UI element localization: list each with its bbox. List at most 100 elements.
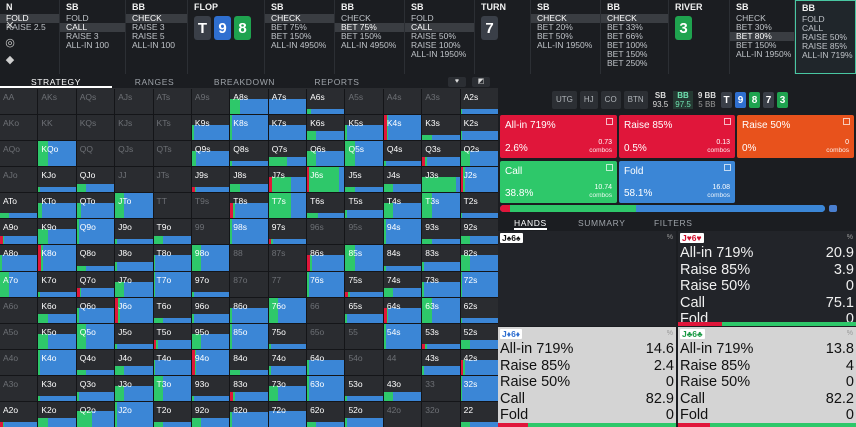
hand-cell-A4s[interactable]: A4s bbox=[383, 89, 422, 115]
hand-cell-Q4o[interactable]: Q4o bbox=[76, 349, 115, 375]
hand-cell-A5o[interactable]: A5o bbox=[0, 323, 38, 349]
action-box-fold[interactable]: Fold 58.1% 16.08 combos bbox=[619, 161, 735, 203]
hand-cell-K4s[interactable]: K4s bbox=[383, 115, 422, 141]
action-option[interactable]: CHECK bbox=[126, 14, 187, 23]
hand-cell-Q5o[interactable]: Q5o bbox=[76, 323, 115, 349]
action-box-all-in-719-[interactable]: All-in 719% 2.6% 0.73 combos bbox=[500, 115, 617, 158]
hand-cell-22[interactable]: 22 bbox=[460, 401, 498, 427]
hand-cell-A2o[interactable]: A2o bbox=[0, 401, 38, 427]
hand-cell-A2s[interactable]: A2s bbox=[460, 89, 498, 115]
action-option[interactable]: RAISE 85% bbox=[802, 41, 847, 51]
action-option[interactable]: CHECK bbox=[601, 14, 668, 23]
action-option[interactable]: RAISE 3 bbox=[132, 22, 165, 32]
hand-cell-52s[interactable]: 52s bbox=[460, 323, 498, 349]
hand-cell-QJo[interactable]: QJo bbox=[76, 167, 115, 193]
action-option[interactable]: ALL-IN 1950% bbox=[736, 49, 792, 59]
hand-cell-T9o[interactable]: T9o bbox=[153, 219, 191, 245]
action-option[interactable]: CHECK bbox=[531, 14, 600, 23]
hand-cell-K3o[interactable]: K3o bbox=[38, 375, 76, 401]
action-option[interactable]: BET 100% bbox=[607, 40, 648, 50]
hand-cell-87s[interactable]: 87s bbox=[268, 245, 307, 271]
hand-cell-AJo[interactable]: AJo bbox=[0, 167, 38, 193]
hand-cell-32o[interactable]: 32o bbox=[422, 401, 460, 427]
hand-cell-KJo[interactable]: KJo bbox=[38, 167, 76, 193]
action-column-sb2[interactable]: SB CHECK BET 75% BET 150% ALL-IN 4950% bbox=[265, 0, 335, 74]
action-option[interactable]: ALL-IN 1950% bbox=[537, 40, 593, 50]
hand-cell-83o[interactable]: 83o bbox=[230, 375, 268, 401]
hand-cell-J2o[interactable]: J2o bbox=[115, 401, 153, 427]
hand-cell-K9o[interactable]: K9o bbox=[38, 219, 76, 245]
hand-detail[interactable]: J♣6♣% All-in 719% 13.8 Raise 85% 4 Raise 50% 0… bbox=[678, 327, 856, 427]
hand-cell-J5s[interactable]: J5s bbox=[345, 167, 383, 193]
hand-cell-KJs[interactable]: KJs bbox=[115, 115, 153, 141]
action-option[interactable]: BET 150% bbox=[341, 31, 382, 41]
action-column-bb4[interactable]: BB FOLD CALL RAISE 50% RAISE 85% ALL-IN 719% bbox=[795, 0, 856, 74]
hand-cell-86s[interactable]: 86s bbox=[307, 245, 345, 271]
hand-cell-53o[interactable]: 53o bbox=[345, 375, 383, 401]
action-column-partial[interactable]: N FOLD RAISE 2.5 bbox=[0, 0, 60, 74]
hand-cell-KK[interactable]: KK bbox=[38, 115, 76, 141]
hand-cell-A3s[interactable]: A3s bbox=[422, 89, 460, 115]
hand-cell-AJs[interactable]: AJs bbox=[115, 89, 153, 115]
hand-cell-88[interactable]: 88 bbox=[230, 245, 268, 271]
layout-icon[interactable]: ◩ bbox=[472, 77, 490, 87]
hand-detail[interactable]: J♦6♦% All-in 719% 14.6 Raise 85% 2.4 Raise 50… bbox=[498, 327, 676, 427]
hand-cell-QJs[interactable]: QJs bbox=[115, 141, 153, 167]
hand-cell-95o[interactable]: 95o bbox=[191, 323, 230, 349]
hand-cell-TT[interactable]: TT bbox=[153, 193, 191, 219]
hand-cell-QQ[interactable]: QQ bbox=[76, 141, 115, 167]
hand-cell-76o[interactable]: 76o bbox=[268, 297, 307, 323]
hand-cell-85s[interactable]: 85s bbox=[345, 245, 383, 271]
hand-cell-Q4s[interactable]: Q4s bbox=[383, 141, 422, 167]
hand-cell-J8o[interactable]: J8o bbox=[115, 245, 153, 271]
hand-cell-Q8o[interactable]: Q8o bbox=[76, 245, 115, 271]
checkbox-icon[interactable] bbox=[606, 118, 613, 125]
hand-cell-K7o[interactable]: K7o bbox=[38, 271, 76, 297]
hand-cell-A4o[interactable]: A4o bbox=[0, 349, 38, 375]
hand-cell-JTs[interactable]: JTs bbox=[153, 167, 191, 193]
hand-cell-Q8s[interactable]: Q8s bbox=[230, 141, 268, 167]
hand-cell-J2s[interactable]: J2s bbox=[460, 167, 498, 193]
hand-cell-K8s[interactable]: K8s bbox=[230, 115, 268, 141]
hand-cell-K7s[interactable]: K7s bbox=[268, 115, 307, 141]
hand-cell-A5s[interactable]: A5s bbox=[345, 89, 383, 115]
action-option[interactable]: RAISE 2.5 bbox=[6, 22, 46, 32]
action-option[interactable]: ALL-IN 100 bbox=[132, 40, 175, 50]
hand-cell-Q2s[interactable]: Q2s bbox=[460, 141, 498, 167]
action-column-flop[interactable]: FLOP T 9 8 bbox=[188, 0, 265, 74]
hand-detail[interactable]: J♠6♠% bbox=[498, 231, 676, 326]
hand-cell-T7o[interactable]: T7o bbox=[153, 271, 191, 297]
action-column-sb4[interactable]: SB CHECK BET 20% BET 50% ALL-IN 1950% bbox=[531, 0, 601, 74]
action-option[interactable]: FOLD bbox=[66, 13, 89, 23]
action-column-river[interactable]: RIVER 3 bbox=[669, 0, 730, 74]
hand-cell-42o[interactable]: 42o bbox=[383, 401, 422, 427]
seat-utg[interactable]: UTG bbox=[552, 91, 577, 109]
hand-cell-92s[interactable]: 92s bbox=[460, 219, 498, 245]
tab-filters[interactable]: FILTERS bbox=[654, 218, 693, 228]
hand-cell-84s[interactable]: 84s bbox=[383, 245, 422, 271]
hand-cell-55[interactable]: 55 bbox=[345, 323, 383, 349]
action-option[interactable]: RAISE 100% bbox=[411, 40, 461, 50]
seat-btn[interactable]: BTN bbox=[623, 91, 648, 109]
hand-cell-65o[interactable]: 65o bbox=[307, 323, 345, 349]
hand-cell-A7o[interactable]: A7o bbox=[0, 271, 38, 297]
seat-co[interactable]: CO bbox=[600, 91, 621, 109]
hand-cell-74o[interactable]: 74o bbox=[268, 349, 307, 375]
hand-cell-T9s[interactable]: T9s bbox=[191, 193, 230, 219]
cube-icon[interactable]: ◆ bbox=[5, 54, 15, 66]
checkbox-icon[interactable] bbox=[724, 164, 731, 171]
hand-cell-K6s[interactable]: K6s bbox=[307, 115, 345, 141]
heart-icon[interactable]: ♥ bbox=[448, 77, 466, 87]
action-option[interactable]: RAISE 50% bbox=[411, 31, 456, 41]
hand-cell-Q9s[interactable]: Q9s bbox=[191, 141, 230, 167]
hand-cell-T7s[interactable]: T7s bbox=[268, 193, 307, 219]
hand-cell-72s[interactable]: 72s bbox=[460, 271, 498, 297]
action-option[interactable]: BET 66% bbox=[607, 31, 643, 41]
action-option[interactable]: BET 20% bbox=[537, 22, 573, 32]
hand-cell-KTs[interactable]: KTs bbox=[153, 115, 191, 141]
hand-cell-63o[interactable]: 63o bbox=[307, 375, 345, 401]
action-option[interactable]: ALL-IN 719% bbox=[802, 50, 853, 60]
hand-cell-98o[interactable]: 98o bbox=[191, 245, 230, 271]
hand-cell-T4s[interactable]: T4s bbox=[383, 193, 422, 219]
hand-cell-75o[interactable]: 75o bbox=[268, 323, 307, 349]
